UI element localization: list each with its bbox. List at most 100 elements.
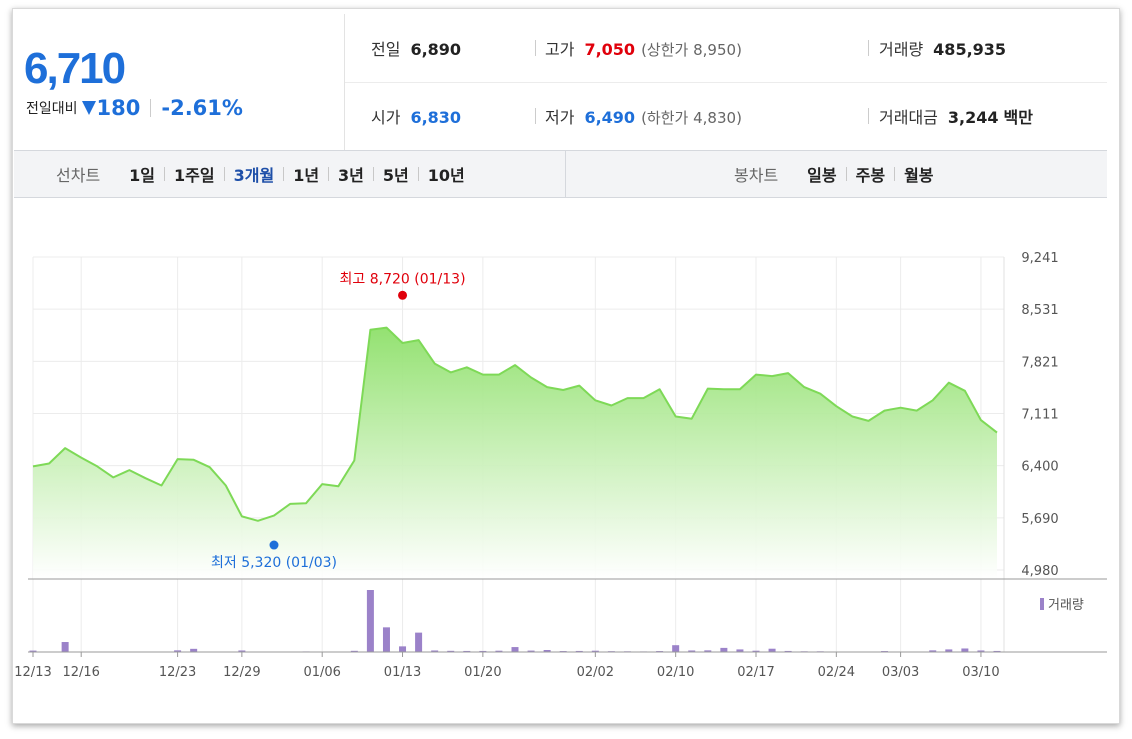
x-tick-label: 01/06 [303,665,340,680]
chart-annotations: 최고 8,720 (01/13) 최저 5,320 (01/03) [211,271,466,571]
volume-bar [382,627,390,652]
period-option-4[interactable]: 3년 [338,166,364,185]
x-tick-label: 12/29 [223,665,260,680]
volume-bar [672,645,680,652]
volume-legend-label: 거래량 [1048,598,1084,613]
candle-chart-periods: 봉차트 일봉 주봉 월봉 [734,151,943,197]
divider [283,167,285,181]
min-marker [269,540,279,550]
volume-bar [29,650,37,652]
current-price: 6,710 [24,44,126,93]
y-tick-label: 8,531 [1021,303,1058,318]
divider [845,167,847,181]
period-option-5[interactable]: 5년 [382,166,409,185]
volume-bar [784,650,792,652]
x-tick-label: 02/02 [577,665,614,680]
stat-label: 전일 [371,40,401,59]
volume-bar [366,590,374,652]
stat-value: 485,935 [933,40,1007,59]
volume-bar [704,650,712,652]
volume-bar [543,650,551,652]
candle-chart-title: 봉차트 [734,166,779,185]
stat-volume: 거래량 485,935 [879,36,1006,60]
change-label: 전일대비 [26,101,78,117]
candle-option-2[interactable]: 월봉 [904,166,934,185]
divider [372,167,374,181]
stat-value: 3,244 [947,108,999,127]
price-line [32,326,998,522]
stat-limit: (상한가 8,950) [641,41,742,59]
volume-bar [238,650,246,652]
stat-high: 고가 7,050 (상한가 8,950) [545,36,742,60]
chart-axes: 9,241 8,531 7,821 7,111 6,400 5,690 4,980 12/13… [14,251,1107,680]
stats-row-2: 시가 6,830 저가 6,490 (하한가 4,830) 거래대금 3,244… [345,82,1107,150]
volume-bar [463,650,471,652]
change-percent: -2.61% [161,96,243,120]
volume-bars: 거래량 [29,590,1084,652]
volume-bar [768,648,776,652]
candle-option-0[interactable]: 일봉 [807,166,837,185]
divider [150,99,152,117]
volume-bar [993,650,1001,652]
min-label: 최저 5,320 (01/03) [211,555,337,571]
x-tick-label: 12/13 [14,665,51,680]
period-option-2[interactable]: 3개월 [233,166,275,185]
volume-bar [61,642,69,652]
max-label: 최고 8,720 (01/13) [340,271,466,287]
period-bar: 선차트 1일 1주일 3개월 1년 3년 5년 10년 봉차트 일봉 주봉 월봉 [14,150,1107,198]
stat-limit: (하한가 4,830) [641,109,742,127]
stat-value: 6,490 [584,108,636,127]
volume-bar [736,649,744,652]
stat-trade-value: 거래대금 3,244 백만 [879,104,1033,128]
divider [223,167,225,181]
volume-bar [527,650,535,652]
y-tick-label: 4,980 [1021,564,1058,579]
volume-bar [929,650,937,652]
volume-bar [495,650,503,652]
stat-label: 거래대금 [879,108,938,127]
divider [894,167,896,181]
volume-bar [479,650,487,652]
volume-bar [447,650,455,652]
x-tick-label: 02/17 [737,665,774,680]
volume-bar [688,650,696,652]
x-tick-label: 12/16 [62,665,99,680]
y-tick-label: 7,111 [1021,408,1058,423]
price-summary: 6,710 전일대비 180 -2.61% [14,14,345,150]
price-area [32,326,998,579]
period-option-6[interactable]: 10년 [427,166,465,185]
volume-bar [174,650,182,652]
stats-row-1: 전일 6,890 고가 7,050 (상한가 8,950) 거래량 485,93… [345,14,1107,83]
period-option-0[interactable]: 1일 [129,166,156,185]
candle-option-1[interactable]: 주봉 [855,166,886,185]
stat-label: 저가 [545,108,575,127]
stat-low: 저가 6,490 (하한가 4,830) [545,104,742,128]
stat-value: 7,050 [584,40,636,59]
x-tick-label: 12/23 [159,665,196,680]
stat-value: 6,830 [410,108,462,127]
stat-label: 거래량 [879,40,924,59]
price-change: 전일대비 180 -2.61% [26,96,243,120]
volume-bar [591,650,599,652]
divider [868,108,869,124]
volume-bar [190,648,198,652]
y-tick-label: 7,821 [1021,355,1058,370]
stat-value: 6,890 [410,40,462,59]
period-option-1[interactable]: 1주일 [174,166,215,185]
x-tick-label: 01/13 [384,665,421,680]
x-tick-label: 01/20 [464,665,501,680]
volume-bar [399,646,407,652]
x-tick-label: 03/10 [962,665,999,680]
period-option-3[interactable]: 1년 [293,166,320,185]
line-chart-periods: 선차트 1일 1주일 3개월 1년 3년 5년 10년 [56,151,474,197]
stat-label: 고가 [545,40,575,59]
y-tick-label: 6,400 [1021,460,1058,475]
divider [164,167,166,181]
volume-bar [350,650,358,652]
stat-label: 시가 [371,108,401,127]
stock-widget [12,8,1120,724]
volume-bar [977,650,985,652]
volume-bar [431,650,439,652]
volume-bar [720,647,728,652]
